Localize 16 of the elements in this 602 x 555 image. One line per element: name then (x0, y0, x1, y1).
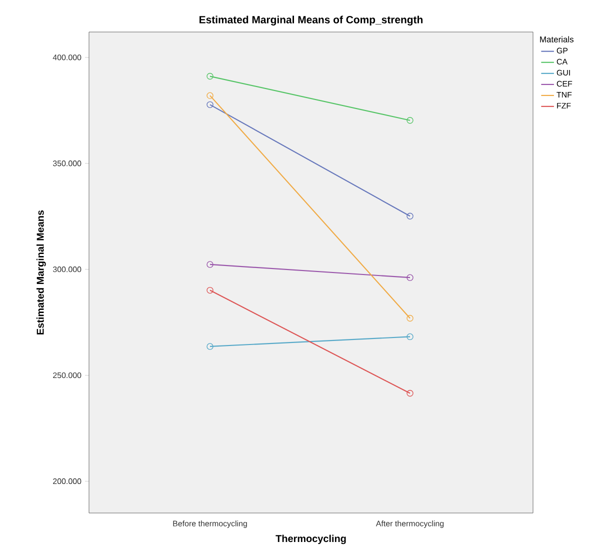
point (206, 343, 214, 350)
chart-title: Estimated Marginal Means of Comp_strength (200, 16, 423, 26)
point (406, 117, 414, 124)
point (206, 261, 214, 268)
point (406, 333, 414, 340)
point (206, 101, 214, 108)
point (206, 92, 214, 99)
point (206, 72, 214, 80)
x-axis-title: Thermocycling (276, 534, 346, 544)
point (406, 390, 414, 397)
point (206, 286, 214, 294)
y-axis-title: Estimated Marginal Means (36, 210, 46, 334)
point (406, 274, 414, 281)
point (406, 212, 414, 220)
point (406, 314, 414, 322)
legend-title: Materials (540, 36, 574, 42)
